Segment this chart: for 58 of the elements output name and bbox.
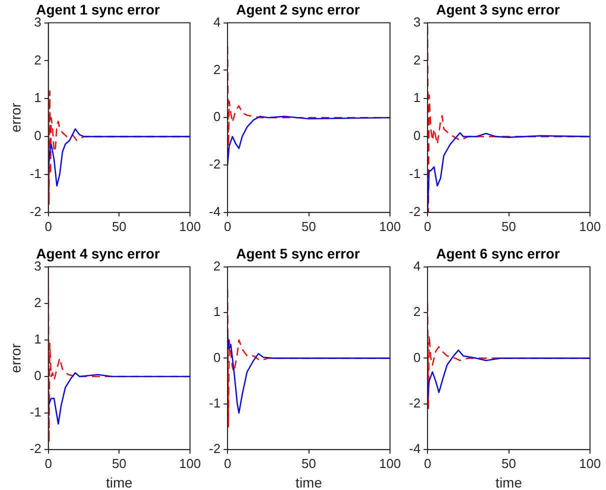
y-tick-label: 0: [213, 350, 221, 365]
y-tick-label: 1: [34, 332, 42, 346]
y-tick-label: 0: [213, 109, 221, 124]
y-tick-label: 3: [413, 14, 421, 30]
y-tick-label: 0: [413, 350, 421, 365]
y-tick-label: 1: [34, 90, 42, 106]
y-tick-label: 2: [413, 52, 421, 68]
x-tick-label: 50: [502, 218, 516, 234]
y-tick-label: -2: [208, 156, 221, 172]
y-tick-label: -2: [30, 441, 42, 456]
x-tick-label: 100: [579, 456, 601, 471]
x-tick-label: 0: [44, 456, 52, 471]
x-axis-title: time: [296, 474, 322, 490]
x-tick-label: 100: [379, 218, 401, 234]
y-axis-title: error: [7, 102, 24, 132]
x-tick-label: 50: [502, 456, 516, 471]
x-tick-label: 0: [44, 218, 52, 234]
chart-title: Agent 5 sync error: [236, 245, 360, 262]
x-tick-label: 0: [224, 456, 232, 471]
x-axis-title: time: [106, 474, 133, 490]
y-tick-label: 4: [413, 258, 421, 274]
y-tick-label: 1: [213, 304, 221, 320]
y-tick-label: -2: [408, 395, 421, 410]
y-tick-label: -2: [30, 204, 42, 219]
y-tick-label: -4: [408, 441, 421, 456]
y-tick-label: -2: [408, 204, 421, 219]
y-tick-label: 2: [413, 304, 421, 320]
y-tick-label: -1: [30, 404, 42, 420]
x-tick-label: 50: [112, 456, 126, 471]
y-tick-label: 2: [34, 52, 42, 68]
y-tick-label: -1: [30, 166, 42, 182]
x-tick-label: 100: [379, 456, 401, 471]
y-tick-label: -1: [408, 166, 421, 182]
y-tick-label: 0: [34, 128, 42, 144]
y-tick-label: 2: [34, 294, 42, 310]
y-tick-label: 0: [34, 368, 42, 384]
y-tick-label: 1: [413, 90, 421, 106]
chart-title: Agent 6 sync error: [436, 245, 560, 262]
chart-title: Agent 3 sync error: [436, 1, 560, 18]
x-tick-label: 50: [302, 456, 316, 471]
y-tick-label: 2: [213, 258, 221, 274]
x-tick-label: 50: [302, 218, 316, 234]
x-tick-label: 0: [224, 218, 232, 234]
x-tick-label: 50: [112, 218, 126, 234]
y-tick-label: 0: [413, 128, 421, 144]
x-axis-title: time: [496, 474, 522, 490]
x-tick-label: 0: [424, 456, 432, 471]
y-tick-label: 4: [213, 14, 221, 30]
y-tick-label: -1: [208, 395, 221, 410]
x-tick-label: 0: [424, 218, 432, 234]
chart-title: Agent 2 sync error: [236, 1, 360, 18]
y-tick-label: -2: [208, 441, 221, 456]
y-axis-title: error: [7, 343, 24, 373]
y-tick-label: 2: [213, 62, 221, 77]
x-tick-label: 100: [179, 456, 201, 471]
y-tick-label: -4: [208, 204, 221, 219]
x-tick-label: 100: [179, 218, 201, 234]
x-tick-label: 100: [579, 218, 601, 234]
